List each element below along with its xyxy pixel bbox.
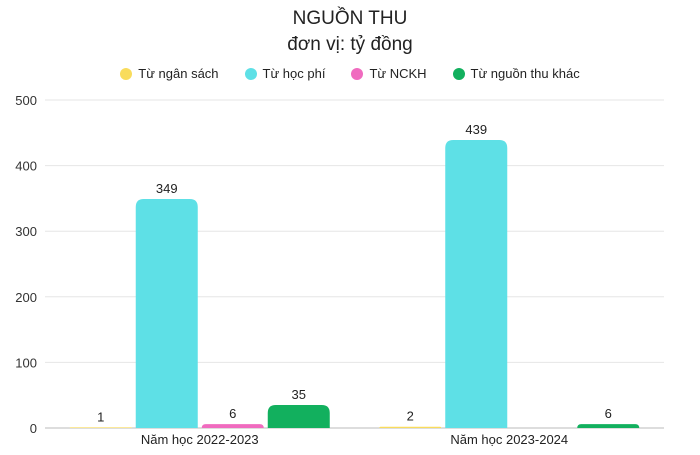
bar <box>379 426 442 428</box>
bar <box>135 199 198 428</box>
bar <box>445 140 508 429</box>
legend-dot-icon <box>351 67 364 80</box>
chart-subtitle: đơn vị: tỷ đồng <box>287 34 413 55</box>
legend-dot-icon <box>452 67 465 80</box>
y-tick-label: 500 <box>15 93 37 108</box>
x-category-label: Năm học 2023-2024 <box>450 432 568 447</box>
bar <box>69 427 132 428</box>
data-label: 6 <box>229 406 236 421</box>
legend-label: Từ học phí <box>262 66 326 81</box>
legend-item-ngan-sach[interactable]: Từ ngân sách <box>120 66 219 81</box>
legend-item-nguon-thu-khac[interactable]: Từ nguồn thu khác <box>452 66 580 81</box>
chart-title: NGUỒN THU <box>292 8 408 29</box>
legend-item-nckh[interactable]: Từ NCKH <box>351 66 427 81</box>
legend-label: Từ ngân sách <box>138 66 219 81</box>
legend-dot-icon <box>244 67 257 80</box>
data-label: 35 <box>292 387 306 402</box>
data-label: 6 <box>605 406 612 421</box>
legend-label: Từ nguồn thu khác <box>470 66 580 81</box>
y-tick-label: 0 <box>30 421 37 436</box>
bar <box>267 405 330 428</box>
data-label: 2 <box>407 409 414 424</box>
bar <box>201 424 264 428</box>
data-label: 1 <box>97 409 104 424</box>
legend-item-hoc-phi[interactable]: Từ học phí <box>244 66 326 81</box>
y-tick-label: 400 <box>15 159 37 174</box>
y-tick-label: 100 <box>15 355 37 370</box>
legend: Từ ngân sách Từ học phí Từ NCKH Từ nguồn… <box>0 66 700 81</box>
data-label: 349 <box>156 181 178 196</box>
y-tick-label: 200 <box>15 290 37 305</box>
bar <box>577 424 640 428</box>
data-label: 439 <box>465 122 487 137</box>
y-tick-label: 300 <box>15 224 37 239</box>
legend-dot-icon <box>120 67 133 80</box>
x-category-label: Năm học 2022-2023 <box>141 432 259 447</box>
legend-label: Từ NCKH <box>369 66 427 81</box>
